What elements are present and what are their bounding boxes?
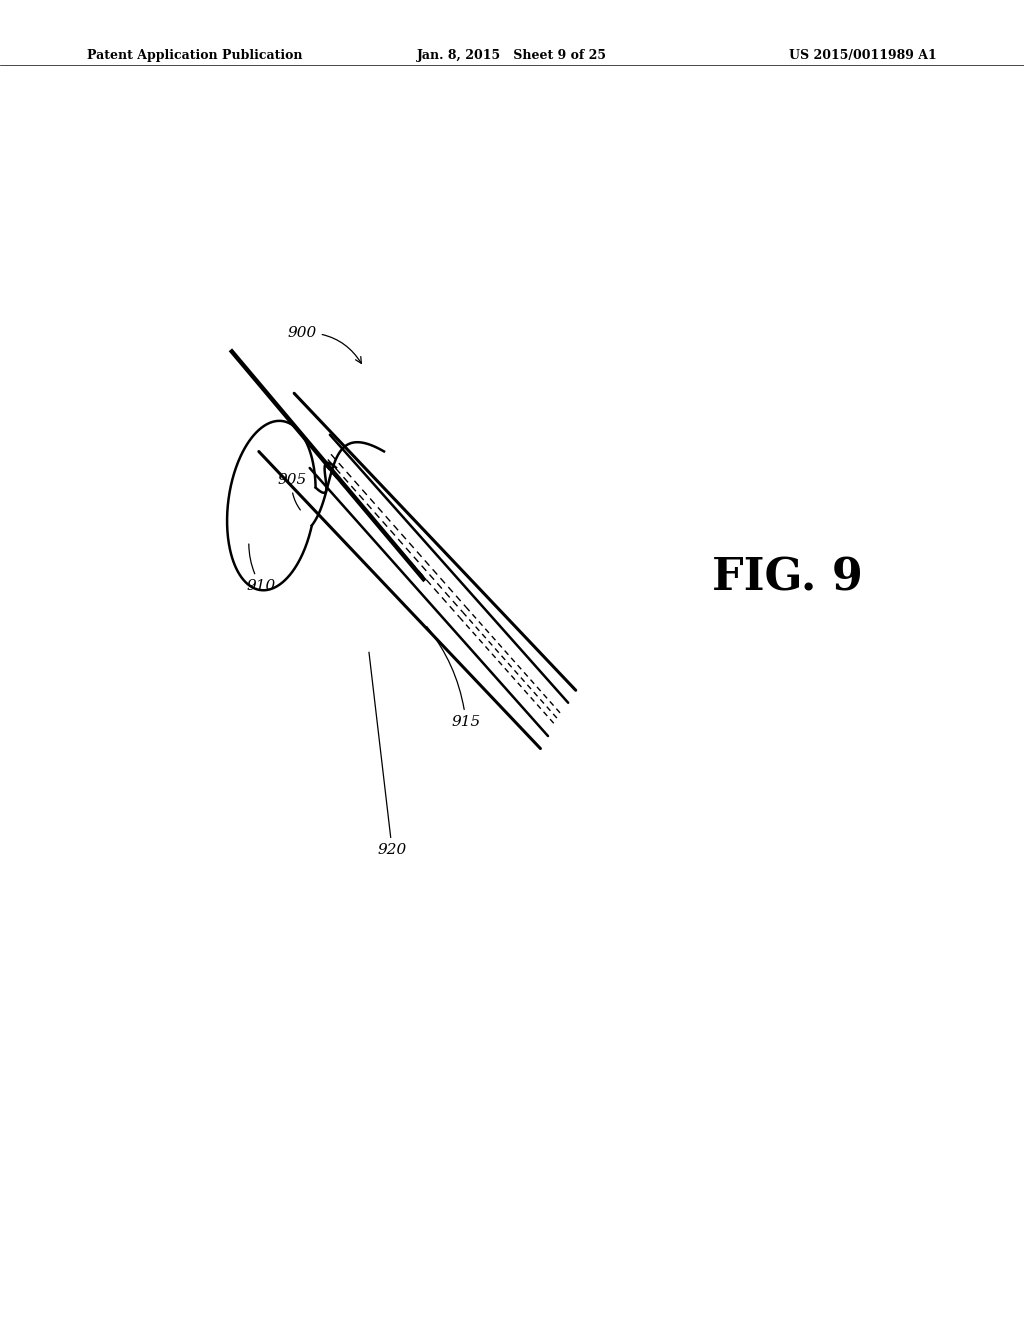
Text: 905: 905 [278, 474, 306, 510]
Text: US 2015/0011989 A1: US 2015/0011989 A1 [790, 49, 937, 62]
Text: Jan. 8, 2015   Sheet 9 of 25: Jan. 8, 2015 Sheet 9 of 25 [417, 49, 607, 62]
Text: 900: 900 [288, 326, 361, 363]
Text: Patent Application Publication: Patent Application Publication [87, 49, 302, 62]
Text: 920: 920 [369, 652, 407, 857]
Text: 910: 910 [247, 544, 275, 593]
Text: FIG. 9: FIG. 9 [712, 557, 862, 599]
Text: 915: 915 [427, 627, 480, 729]
